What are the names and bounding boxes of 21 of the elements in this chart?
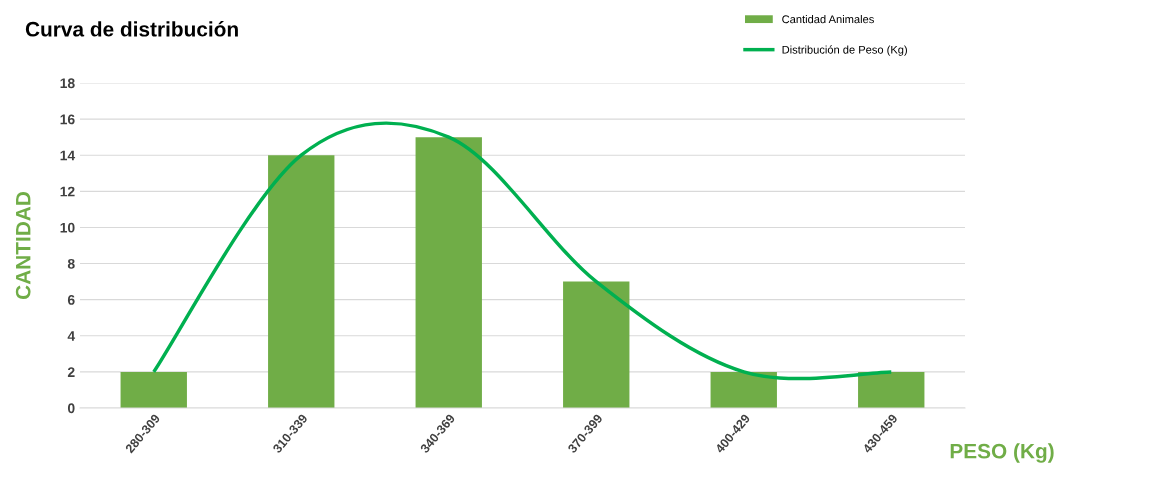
- bar: [710, 371, 777, 408]
- chart-title: Curva de distribución: [25, 21, 238, 37]
- y-tick-label: 0: [67, 403, 75, 414]
- y-tick-label: 16: [60, 114, 75, 125]
- y-tick-label: 8: [67, 258, 75, 269]
- y-tick-label: 10: [60, 222, 75, 233]
- y-tick-label: 4: [67, 331, 76, 341]
- bar: [415, 137, 482, 408]
- y-tick-label: 12: [60, 186, 75, 197]
- bar: [120, 371, 187, 408]
- bar: [858, 371, 925, 408]
- y-axis-title: CANTIDAD: [15, 191, 31, 300]
- x-axis-title: PESO (Kg): [950, 443, 1054, 463]
- legend-label: Distribución de Peso (Kg): [782, 45, 907, 56]
- bar: [268, 155, 335, 408]
- y-tick-label: 14: [60, 150, 76, 161]
- y-tick-label: 2: [67, 367, 75, 377]
- bar: [563, 281, 630, 408]
- y-tick-label: 18: [60, 78, 75, 89]
- legend-label: Cantidad Animales: [782, 15, 874, 24]
- y-tick-label: 6: [67, 295, 75, 305]
